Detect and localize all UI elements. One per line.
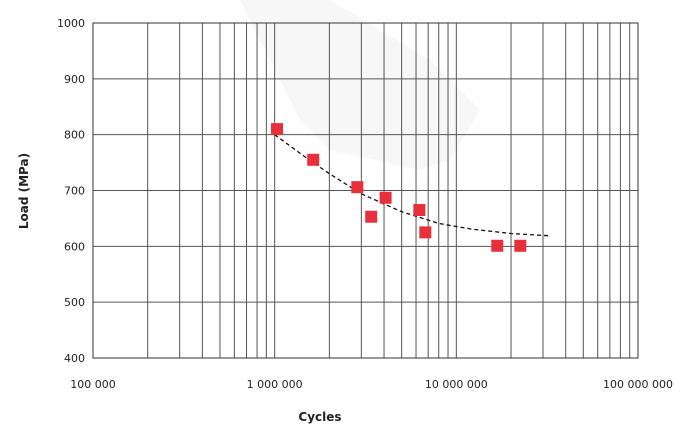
x-tick-label: 100 000 000 (603, 378, 673, 391)
data-point (419, 226, 432, 239)
y-tick-label: 800 (64, 129, 85, 142)
y-tick-label: 500 (64, 296, 85, 309)
x-axis-title: Cycles (298, 410, 341, 424)
data-point (270, 123, 283, 136)
y-tick-labels: 400 500 600 700 800 900 1000 (57, 17, 85, 365)
y-tick-label: 600 (64, 240, 85, 253)
x-tick-labels: 100 000 1 000 000 10 000 000 100 000 000 (70, 378, 673, 391)
data-point (365, 210, 378, 223)
y-tick-label: 1000 (57, 17, 85, 30)
watermark (240, 0, 480, 170)
x-tick-label: 10 000 000 (425, 378, 488, 391)
data-point (514, 239, 527, 252)
data-point (379, 191, 392, 204)
y-tick-label: 700 (64, 185, 85, 198)
x-tick-label: 100 000 (70, 378, 116, 391)
y-axis-title: Load (MPa) (17, 153, 31, 229)
data-points (270, 123, 527, 252)
y-tick-label: 900 (64, 73, 85, 86)
y-tick-label: 400 (64, 352, 85, 365)
data-point (491, 239, 504, 252)
x-tick-label: 1 000 000 (247, 378, 303, 391)
trendline (274, 134, 549, 237)
data-point (307, 153, 320, 166)
grid (92, 22, 638, 359)
plot-frame (92, 22, 639, 359)
data-point (413, 204, 426, 217)
data-point (351, 181, 364, 194)
